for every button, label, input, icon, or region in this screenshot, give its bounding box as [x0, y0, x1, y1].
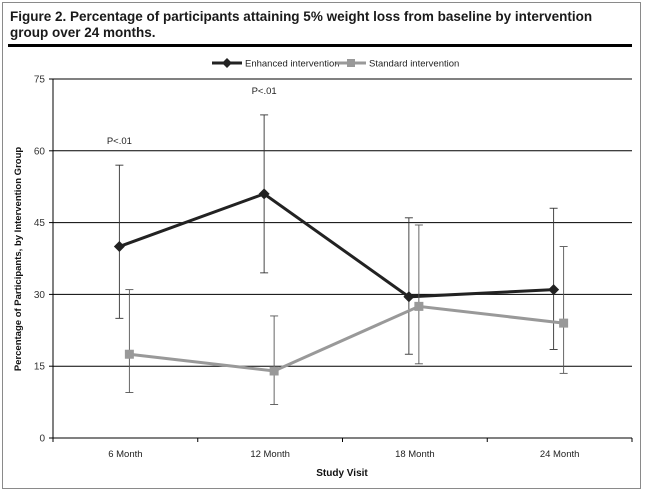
figure-title: Figure 2. Percentage of participants att…: [10, 9, 593, 40]
x-tick-label: 12 Month: [250, 449, 290, 460]
legend-label: Enhanced intervention: [245, 59, 340, 70]
y-tick-label: 60: [34, 146, 46, 157]
x-tick-label: 6 Month: [108, 449, 142, 460]
y-tick-label: 30: [34, 290, 46, 301]
x-tick-label: 24 Month: [540, 449, 580, 460]
data-point-diamond: [403, 291, 415, 303]
series-line: [129, 304, 564, 373]
figure-frame: [2, 2, 641, 489]
data-point-diamond: [258, 188, 270, 200]
x-axis-label: Study Visit: [316, 468, 368, 479]
title-rule: [8, 44, 632, 47]
legend-marker-square: [347, 59, 355, 67]
y-axis-label: Percentage of Participants, by Intervent…: [13, 147, 24, 372]
x-tick-label: 18 Month: [395, 449, 435, 460]
legend-marker-diamond: [222, 58, 232, 68]
data-point-square: [414, 301, 424, 311]
data-point-square: [269, 366, 279, 376]
y-tick-label: 75: [34, 75, 46, 86]
legend-label: Standard intervention: [369, 59, 459, 70]
series-line: [118, 192, 554, 299]
y-tick-label: 0: [39, 434, 45, 445]
p-value-annotation: P<.01: [107, 136, 132, 147]
data-point-square: [559, 318, 569, 328]
y-tick-label: 45: [34, 218, 46, 229]
data-point-square: [124, 349, 134, 359]
y-tick-label: 15: [34, 362, 46, 373]
data-point-diamond: [113, 241, 125, 253]
p-value-annotation: P<.01: [252, 86, 277, 97]
data-point-diamond: [548, 284, 560, 296]
